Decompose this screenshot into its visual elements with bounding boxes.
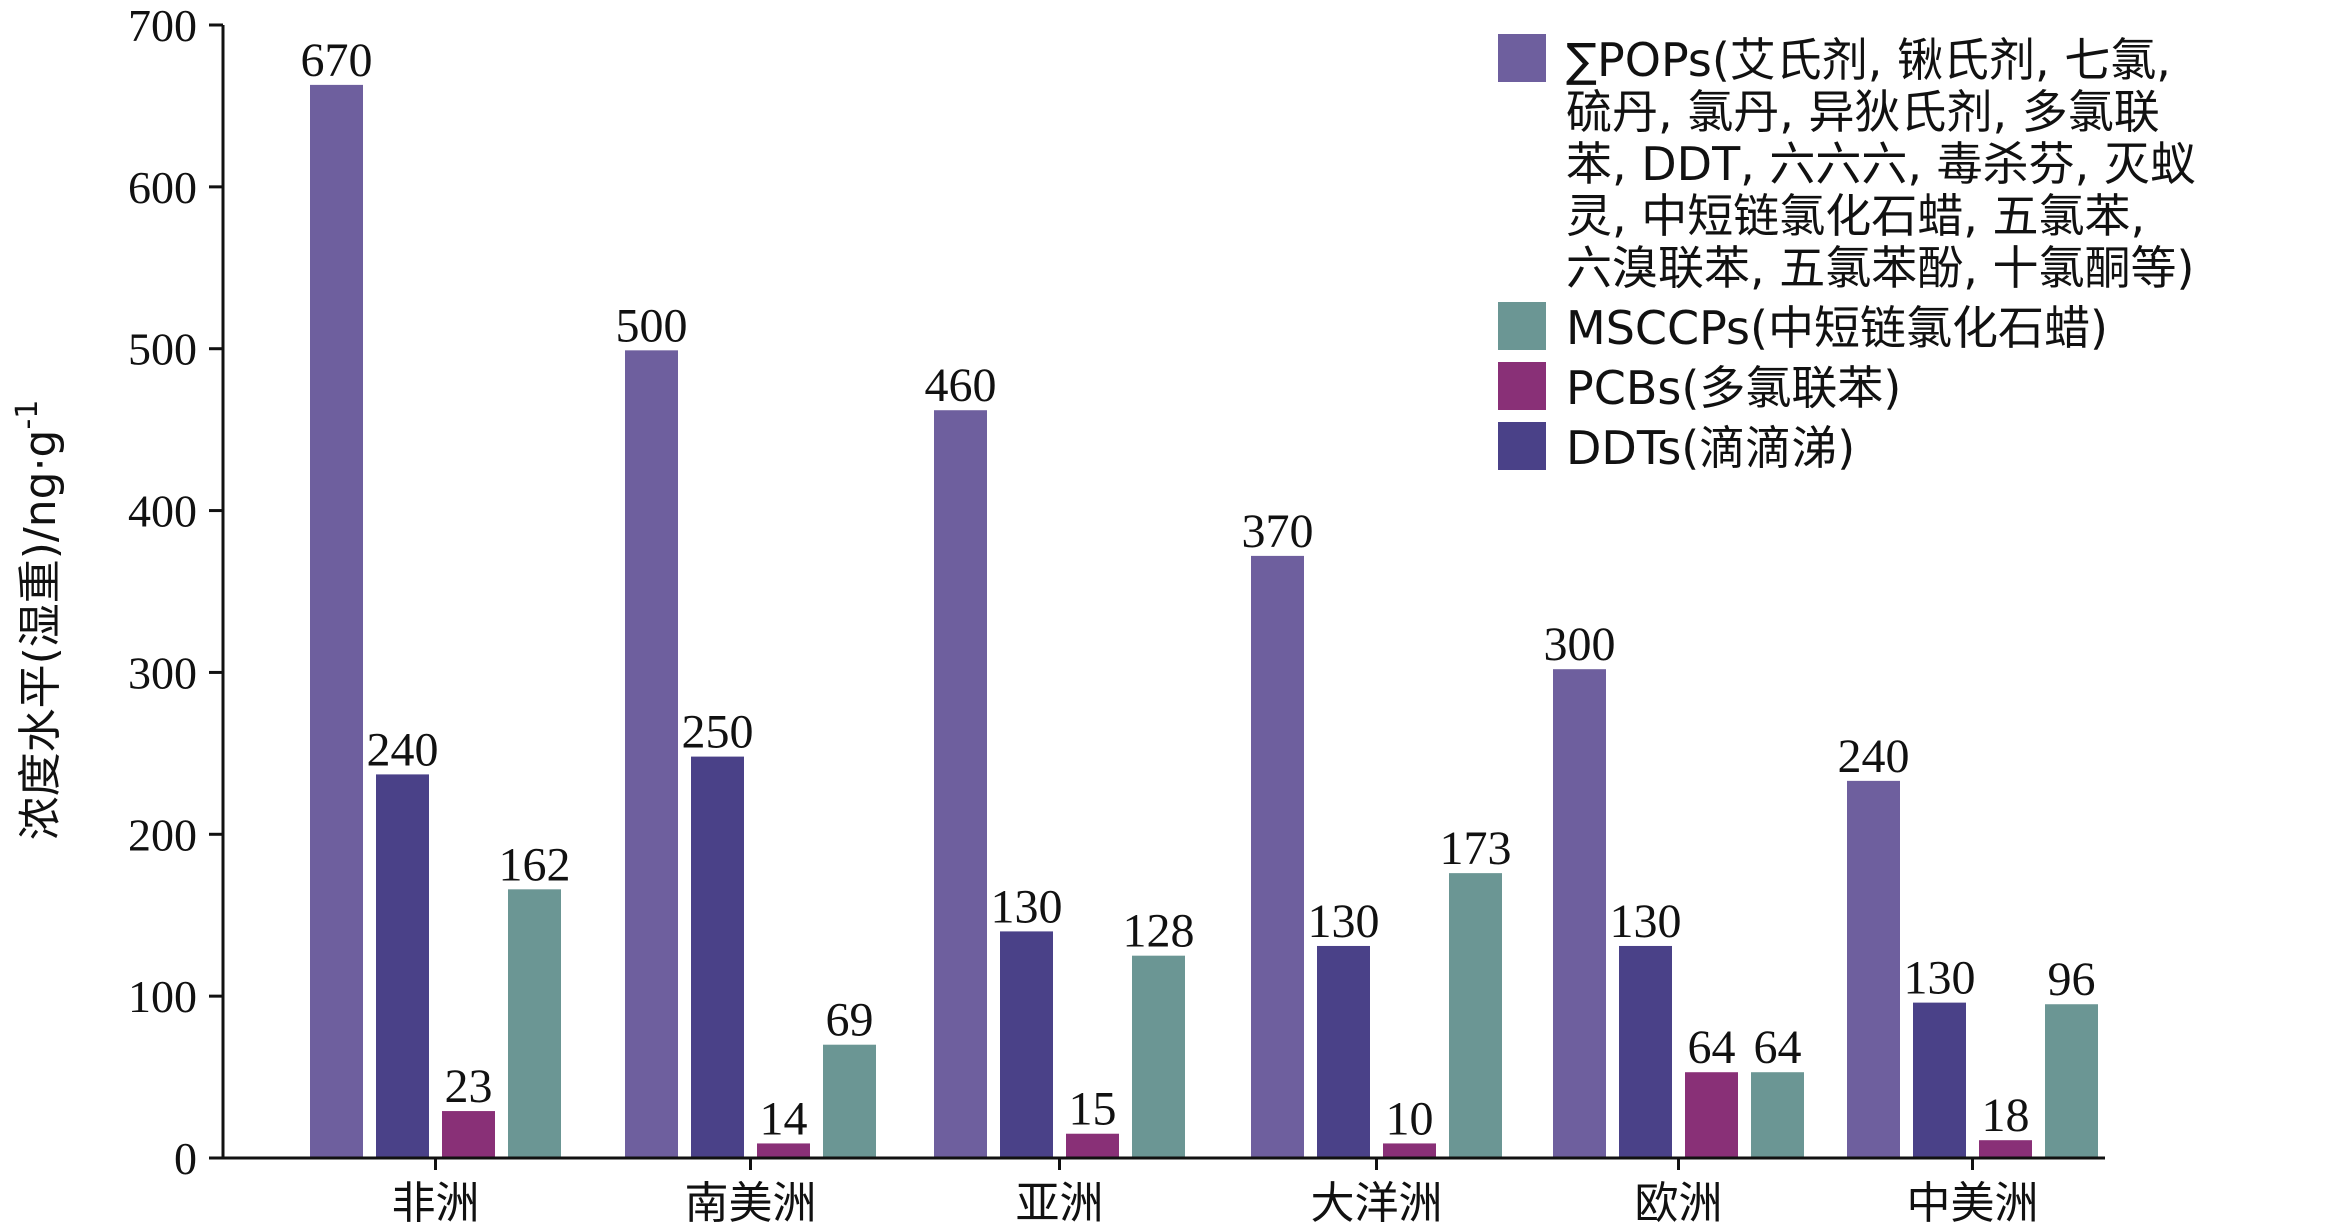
legend-label-pops: 苯, DDT, 六六六, 毒杀芬, 灭蚁 <box>1566 137 2196 191</box>
y-tick-label: 0 <box>174 1133 197 1184</box>
legend-label-pops: ∑POPs(艾氏剂, 锹氏剂, 七氯, <box>1566 33 2171 87</box>
legend-label-pcbs: PCBs(多氯联苯) <box>1566 361 1901 415</box>
bar-pcbs-1 <box>757 1143 810 1158</box>
data-label-ddts-4: 130 <box>1610 895 1682 948</box>
data-label-pcbs-3: 10 <box>1386 1092 1434 1145</box>
bars-group: 670 240 23 162 500 250 14 69 460 130 15 128 370 130 10… <box>301 34 2098 1159</box>
data-label-msccps-0: 162 <box>499 838 571 891</box>
data-label-ddts-2: 130 <box>991 880 1063 933</box>
data-label-pops-5: 240 <box>1838 730 1910 783</box>
x-axis-ticks: 非洲 南美洲 亚洲 大洋洲 欧洲 中美洲 <box>392 1158 2039 1229</box>
data-label-pcbs-0: 23 <box>445 1060 493 1113</box>
bar-msccps-5 <box>2045 1004 2098 1158</box>
legend-swatch-pcbs <box>1498 362 1546 410</box>
x-tick-label: 欧洲 <box>1635 1178 1723 1229</box>
bar-msccps-3 <box>1449 873 1502 1158</box>
legend-label-pops: 灵, 中短链氯化石蜡, 五氯苯, <box>1566 189 2145 243</box>
svg-text:浓度水平(湿重)/ng·g-1: 浓度水平(湿重)/ng·g-1 <box>10 400 66 841</box>
legend-label-pops: 六溴联苯, 五氯苯酚, 十氯酮等) <box>1566 241 2194 295</box>
legend-swatch-ddts <box>1498 422 1546 470</box>
bar-pcbs-3 <box>1383 1143 1436 1158</box>
bar-pcbs-4 <box>1685 1072 1738 1158</box>
data-label-ddts-1: 250 <box>682 706 754 759</box>
data-label-pops-4: 300 <box>1544 618 1616 671</box>
data-label-msccps-3: 173 <box>1440 822 1512 875</box>
x-tick-label: 非洲 <box>392 1178 480 1229</box>
data-label-pcbs-2: 15 <box>1069 1083 1117 1136</box>
legend-swatch-pops <box>1498 34 1546 82</box>
bar-pops-5 <box>1847 780 1900 1158</box>
y-tick-label: 200 <box>128 809 197 860</box>
legend-swatch-msccps <box>1498 302 1546 350</box>
y-tick-label: 300 <box>128 647 197 698</box>
bar-pops-1 <box>625 350 678 1158</box>
bar-pops-0 <box>310 84 363 1158</box>
bar-msccps-0 <box>508 889 561 1158</box>
data-label-msccps-5: 96 <box>2048 953 2096 1006</box>
data-label-pops-2: 460 <box>925 359 997 412</box>
data-label-ddts-3: 130 <box>1308 895 1380 948</box>
data-label-pops-0: 670 <box>301 34 373 87</box>
data-label-pcbs-5: 18 <box>1982 1089 2030 1142</box>
bar-ddts-5 <box>1913 1002 1966 1158</box>
axes <box>221 25 2105 1160</box>
bar-ddts-1 <box>691 756 744 1158</box>
data-label-pcbs-4: 64 <box>1688 1021 1736 1074</box>
legend: ∑POPs(艾氏剂, 锹氏剂, 七氯,硫丹, 氯丹, 异狄氏剂, 多氯联苯, D… <box>1498 33 2196 475</box>
y-tick-label: 500 <box>128 324 197 375</box>
data-label-msccps-2: 128 <box>1123 905 1195 958</box>
y-tick-label: 600 <box>128 162 197 213</box>
bar-pops-3 <box>1251 555 1304 1158</box>
legend-label-pops: 硫丹, 氯丹, 异狄氏剂, 多氯联 <box>1566 85 2160 139</box>
bar-pops-2 <box>934 410 987 1159</box>
legend-label-msccps: MSCCPs(中短链氯化石蜡) <box>1566 301 2108 355</box>
data-label-msccps-4: 64 <box>1754 1021 1802 1074</box>
x-tick-label: 中美洲 <box>1907 1178 2039 1229</box>
data-label-ddts-5: 130 <box>1904 952 1976 1005</box>
legend-label-ddts: DDTs(滴滴涕) <box>1566 421 1855 475</box>
bar-ddts-4 <box>1619 945 1672 1158</box>
x-tick-label: 亚洲 <box>1016 1178 1104 1229</box>
bar-pcbs-5 <box>1979 1140 2032 1158</box>
data-label-pops-1: 500 <box>616 299 688 352</box>
bar-ddts-3 <box>1317 945 1370 1158</box>
y-axis-title: 浓度水平(湿重)/ng·g-1 <box>10 400 66 841</box>
bar-ddts-0 <box>376 774 429 1158</box>
bar-msccps-2 <box>1132 955 1185 1158</box>
x-tick-label: 大洋洲 <box>1311 1178 1443 1229</box>
bar-msccps-1 <box>823 1044 876 1158</box>
bar-msccps-4 <box>1751 1072 1804 1158</box>
bar-pops-4 <box>1553 669 1606 1158</box>
y-tick-label: 100 <box>128 971 197 1022</box>
bar-ddts-2 <box>1000 931 1053 1158</box>
bar-pcbs-2 <box>1066 1133 1119 1158</box>
x-tick-label: 南美洲 <box>685 1178 817 1229</box>
y-axis-title-superscript: -1 <box>10 400 45 430</box>
y-axis-title-text: 浓度水平(湿重)/ng·g <box>15 430 66 841</box>
data-label-pops-3: 370 <box>1242 505 1314 558</box>
data-label-pcbs-1: 14 <box>760 1092 808 1145</box>
y-axis-ticks: 0 100 200 300 400 500 600 700 <box>128 0 223 1184</box>
data-label-msccps-1: 69 <box>826 994 874 1047</box>
bar-pcbs-0 <box>442 1111 495 1158</box>
y-tick-label: 400 <box>128 486 197 537</box>
y-tick-label: 700 <box>128 0 197 51</box>
data-label-ddts-0: 240 <box>367 723 439 776</box>
